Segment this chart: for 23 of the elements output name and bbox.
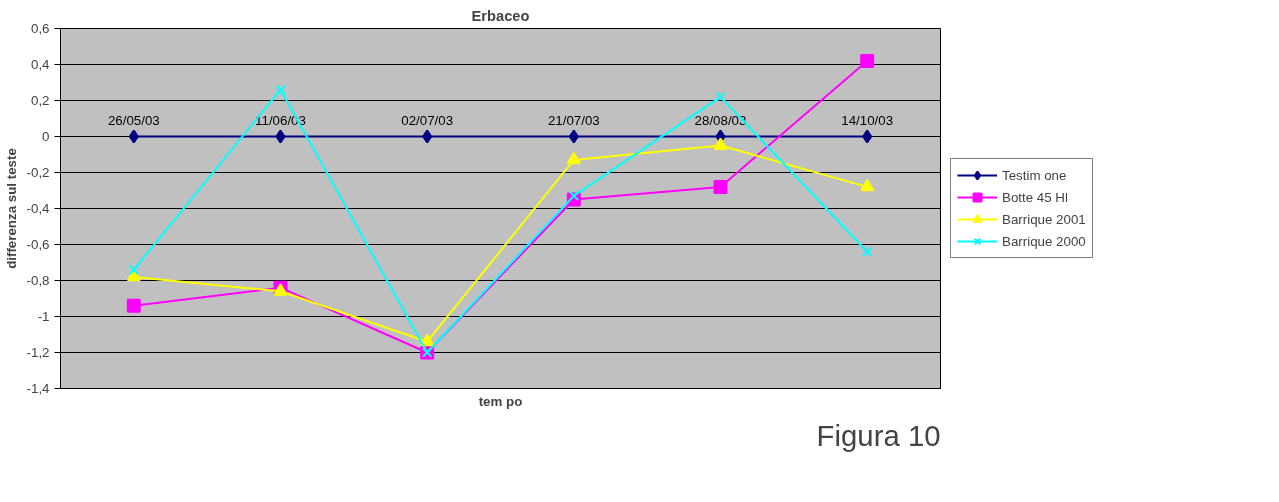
y-tick-label: 0,4	[30, 57, 51, 72]
x-tick-label: 02/07/03	[401, 112, 454, 128]
text: Figura 10	[816, 418, 941, 452]
y-tick-label: -0,6	[26, 237, 50, 252]
y-tick-label: 0	[42, 129, 50, 144]
x-axis-title: tem po	[478, 393, 523, 409]
chart-title: Erbaceo	[471, 7, 530, 24]
y-tick-label: -1,4	[26, 381, 51, 396]
x-tick-label: 21/07/03	[547, 112, 600, 128]
legend-label: Barrique 2001	[1002, 211, 1086, 227]
y-tick-label: 0,2	[30, 93, 50, 108]
y-tick-label: -0,4	[26, 201, 51, 216]
y-tick-label: -1,2	[26, 345, 50, 360]
legend-label: Testim one	[1002, 167, 1067, 183]
legend-label: Botte 45 Hl	[1002, 189, 1068, 205]
x-tick-label: 26/05/03	[107, 112, 160, 128]
y-tick-label: -0,2	[26, 165, 50, 180]
y-tick-label: -0,8	[26, 273, 50, 288]
x-tick-label: 14/10/03	[841, 112, 894, 128]
y-tick-label: -1	[37, 309, 50, 324]
legend-label: Barrique 2000	[1002, 233, 1086, 249]
y-axis-title: differenza sul teste	[3, 148, 19, 269]
y-tick-label: 0,6	[30, 21, 50, 36]
